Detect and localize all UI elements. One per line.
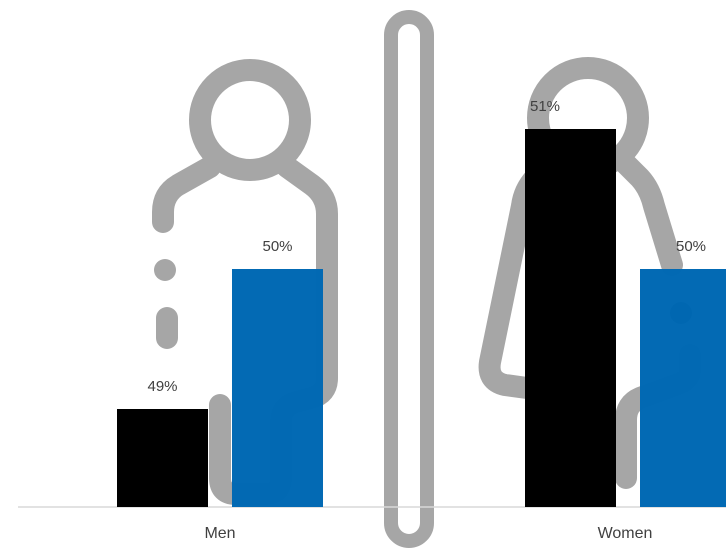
- bars-group: [117, 129, 726, 507]
- data-label-women-series-2: 50%: [676, 238, 706, 255]
- divider-bar-icon: [384, 10, 434, 548]
- data-label-men-series-2: 50%: [262, 238, 292, 255]
- x-tick-label-women: Women: [598, 525, 653, 542]
- bar-women-series-1: [525, 129, 616, 507]
- data-label-men-series-1: 49%: [147, 378, 177, 395]
- x-tick-label-men: Men: [204, 525, 235, 542]
- bar-men-series-1: [117, 409, 208, 507]
- data-label-women-series-1: 51%: [530, 98, 560, 115]
- data-labels-group: 49% 50% 51% 50%: [147, 98, 706, 395]
- bar-men-series-2: [232, 269, 323, 507]
- x-tick-labels-group: Men Women: [204, 525, 652, 542]
- bar-women-series-2: [640, 269, 726, 507]
- man-hand-dot: [154, 259, 176, 281]
